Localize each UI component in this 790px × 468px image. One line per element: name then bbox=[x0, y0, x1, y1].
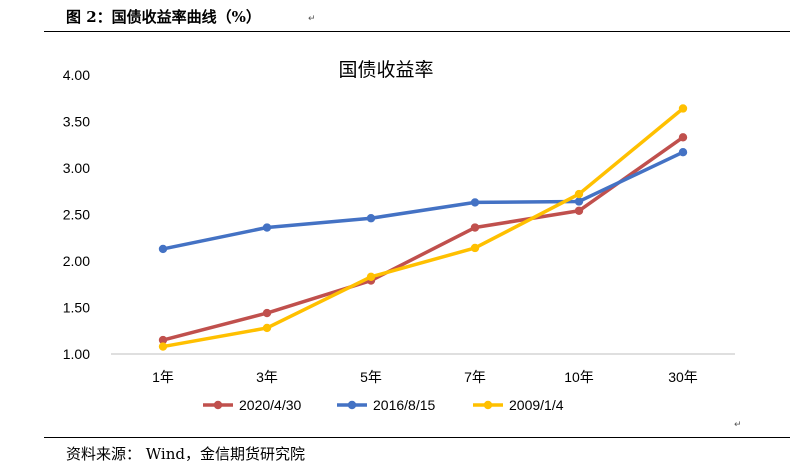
y-tick-label: 1.50 bbox=[63, 300, 90, 316]
legend-swatch-marker bbox=[483, 400, 493, 410]
legend-swatch-marker bbox=[213, 400, 223, 410]
data-point bbox=[678, 133, 688, 142]
data-point bbox=[262, 308, 272, 318]
series-line bbox=[161, 106, 685, 349]
legend-label: 2009/1/4 bbox=[509, 397, 564, 413]
data-point bbox=[158, 342, 168, 351]
series-line bbox=[161, 135, 685, 342]
legend-label: 2016/8/15 bbox=[373, 397, 435, 413]
figure-title: 图 2：国债收益率曲线（%） bbox=[66, 8, 261, 26]
data-point bbox=[262, 323, 272, 333]
series-line bbox=[161, 150, 685, 251]
y-axis-ticks: 1.00 1.50 2.00 2.50 3.00 3.50 4.00 bbox=[63, 67, 90, 362]
x-tick-label: 3年 bbox=[256, 369, 278, 385]
series-1 bbox=[158, 133, 688, 345]
y-tick-label: 1.00 bbox=[63, 346, 90, 362]
paragraph-mark-icon: ↵ bbox=[308, 14, 316, 24]
x-tick-label: 30年 bbox=[668, 369, 698, 385]
legend-item: 2009/1/4 bbox=[473, 397, 564, 413]
data-point bbox=[470, 243, 480, 253]
data-point bbox=[574, 189, 584, 199]
chart-title: 国债收益率 bbox=[338, 59, 433, 81]
legend: 2020/4/30 2016/8/15 2009/1/4 bbox=[203, 397, 564, 413]
x-tick-label: 1年 bbox=[152, 369, 174, 385]
source-note: 资料来源： Wind，金信期货研究院 bbox=[66, 445, 305, 463]
data-point bbox=[470, 198, 480, 207]
bottom-rule bbox=[44, 437, 790, 438]
data-point bbox=[366, 214, 376, 223]
series-3 bbox=[158, 104, 688, 351]
data-point bbox=[678, 147, 688, 157]
y-tick-label: 2.00 bbox=[63, 253, 90, 269]
y-tick-label: 2.50 bbox=[63, 207, 90, 223]
data-point bbox=[574, 206, 584, 215]
x-axis-ticks: 1年 3年 5年 7年 10年 30年 bbox=[152, 369, 698, 385]
y-tick-label: 3.00 bbox=[63, 160, 90, 176]
x-tick-label: 10年 bbox=[564, 369, 594, 385]
legend-item: 2016/8/15 bbox=[337, 397, 435, 413]
x-tick-label: 5年 bbox=[360, 369, 382, 385]
x-tick-label: 7年 bbox=[464, 369, 486, 385]
data-point bbox=[366, 272, 376, 282]
series-2 bbox=[158, 147, 688, 254]
legend-label: 2020/4/30 bbox=[239, 397, 301, 413]
top-rule bbox=[44, 31, 790, 32]
paragraph-mark-icon: ↵ bbox=[734, 420, 742, 430]
data-point bbox=[262, 223, 272, 232]
legend-swatch-marker bbox=[347, 400, 357, 410]
data-point bbox=[470, 223, 480, 232]
data-point bbox=[574, 197, 584, 206]
y-tick-label: 3.50 bbox=[63, 114, 90, 130]
series-layer bbox=[158, 104, 688, 351]
data-point bbox=[158, 335, 168, 345]
data-point bbox=[678, 104, 688, 113]
y-tick-label: 4.00 bbox=[63, 67, 90, 83]
legend-item: 2020/4/30 bbox=[203, 397, 301, 413]
data-point bbox=[158, 244, 168, 254]
